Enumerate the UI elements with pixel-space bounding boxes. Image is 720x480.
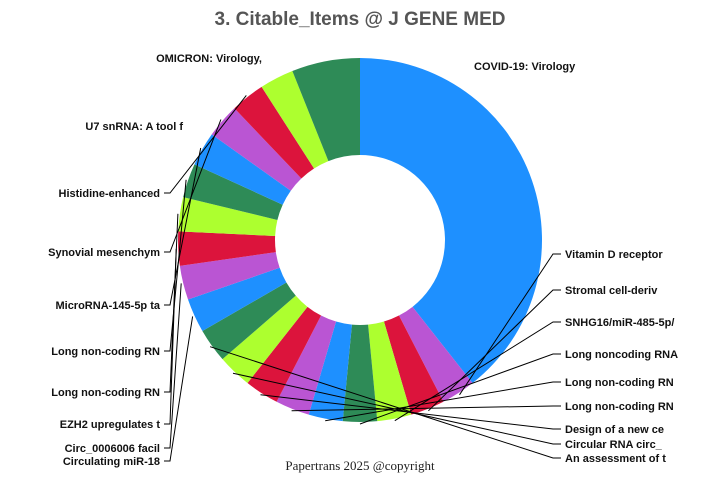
leader-line-group: [164, 95, 561, 462]
copyright-footer: Papertrans 2025 @copyright: [285, 458, 435, 473]
slice-label: Long non-coding RN: [565, 377, 674, 389]
slice-label: OMICRON: Virology,: [156, 53, 262, 65]
slice-label: SNHG16/miR-485-5p/: [565, 317, 674, 329]
slice-label: Circulating miR-18: [63, 456, 160, 468]
donut-slice: [178, 197, 278, 236]
leader-line: [164, 95, 247, 194]
slice-label: Vitamin D receptor: [565, 249, 663, 261]
donut-slice: [234, 86, 315, 179]
leader-line: [260, 394, 561, 430]
leader-line: [164, 179, 187, 352]
donut-slice: [194, 134, 291, 205]
slice-label: Long non-coding RN: [565, 401, 674, 413]
leader-line: [359, 353, 561, 425]
donut-slice: [308, 321, 352, 422]
leader-line: [164, 316, 194, 462]
slice-label: Stromal cell-deriv: [565, 285, 658, 297]
slice-label: EZH2 upregulates t: [60, 419, 161, 431]
slice-label-group: COVID-19: Virology Vitamin D receptor Stro…: [48, 53, 678, 468]
donut-slice: [292, 58, 360, 162]
donut-slice: [222, 295, 308, 384]
leader-line: [428, 289, 561, 412]
slice-label: Long non-coding RN: [51, 387, 160, 399]
donut-slice: [188, 267, 287, 331]
leader-line: [325, 381, 561, 422]
donut-slice: [261, 71, 329, 169]
donut-slice: [276, 315, 337, 415]
leader-line: [164, 213, 179, 393]
donut-slice: [360, 58, 542, 384]
donut-slice: [383, 315, 444, 415]
donut-slice: [398, 306, 473, 402]
donut-slice: [178, 231, 276, 266]
leader-line: [209, 346, 561, 459]
slice-label: Design of a new ce: [565, 424, 664, 436]
leader-line: [164, 119, 222, 253]
donut-slice: [179, 252, 280, 300]
donut-slice: [202, 282, 296, 360]
leader-line: [291, 405, 561, 412]
slice-label: COVID-19: Virology: [474, 61, 576, 73]
leader-line: [394, 321, 561, 422]
slice-label: U7 snRNA: A tool f: [85, 121, 183, 133]
slice-label: MicroRNA-145-5p ta: [55, 300, 160, 312]
leader-line: [232, 372, 561, 445]
slice-label: Circular RNA circ_: [565, 439, 663, 451]
donut-slice: [183, 164, 283, 220]
slice-label: Histidine-enhanced: [59, 188, 160, 200]
leader-line: [459, 253, 561, 396]
donut-slice: [368, 321, 412, 422]
slice-label: Long noncoding RNA: [565, 349, 678, 361]
leader-line: [164, 248, 177, 425]
slice-group: [178, 58, 542, 423]
leader-line: [164, 283, 182, 449]
donut-slice: [247, 306, 322, 402]
leader-line: [164, 147, 202, 306]
slice-label: Circ_0006006 facil: [65, 443, 160, 455]
chart-title: 3. Citable_Items @ J GENE MED: [215, 9, 506, 30]
slice-label: Synovial mesenchym: [48, 247, 160, 259]
slice-label: An assessment of t: [565, 453, 666, 465]
slice-label: Long non-coding RN: [51, 346, 160, 358]
donut-slice: [211, 108, 302, 191]
